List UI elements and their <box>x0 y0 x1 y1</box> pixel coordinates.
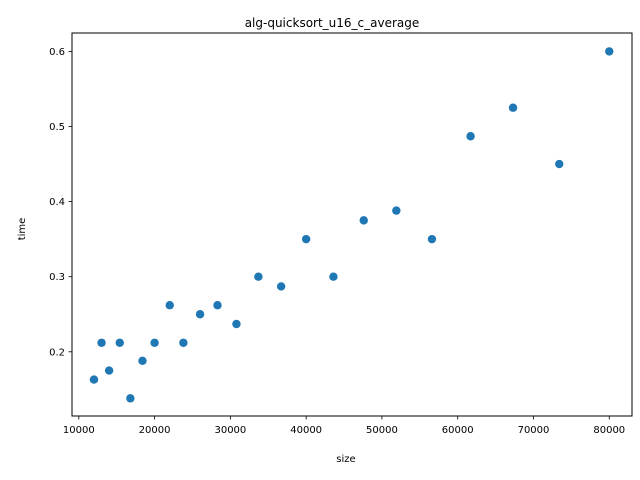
x-tick-label: 50000 <box>366 425 398 436</box>
y-axis-label: time <box>17 218 28 241</box>
data-point <box>179 338 188 347</box>
plot-frame <box>71 32 633 417</box>
data-points <box>89 47 614 403</box>
data-point <box>555 159 564 169</box>
y-tick-label: 0.4 <box>49 197 65 208</box>
x-axis: 10000 20000 30000 40000 50000 60000 70000 80000 <box>63 416 625 436</box>
y-tick-label: 0.6 <box>49 47 65 58</box>
data-point <box>392 206 401 215</box>
x-tick-label: 30000 <box>214 425 246 436</box>
data-point <box>126 394 135 403</box>
data-point <box>195 310 205 319</box>
data-point <box>301 234 311 244</box>
data-point <box>232 319 241 329</box>
y-tick-label: 0.5 <box>49 122 65 133</box>
chart-title: alg-quicksort_u16_c_average <box>245 16 420 30</box>
x-tick-label: 40000 <box>290 425 322 436</box>
data-point <box>254 272 263 281</box>
y-axis: 0.2 0.3 0.4 0.5 0.6 <box>49 47 72 358</box>
data-point <box>165 301 174 310</box>
x-tick-label: 10000 <box>63 425 95 436</box>
data-point <box>329 272 338 281</box>
x-tick-label: 70000 <box>518 425 550 436</box>
y-tick-label: 0.2 <box>49 347 65 358</box>
y-tick-label: 0.3 <box>49 272 65 283</box>
data-point <box>97 338 106 347</box>
data-point <box>89 375 99 384</box>
x-tick-label: 20000 <box>139 425 171 436</box>
data-point <box>427 234 437 244</box>
data-point <box>276 282 286 291</box>
data-point <box>605 47 614 56</box>
data-point <box>508 103 518 112</box>
data-point <box>150 338 159 347</box>
data-point <box>104 366 114 375</box>
x-axis-label: size <box>336 454 355 465</box>
data-point <box>138 356 147 366</box>
data-point <box>213 301 222 310</box>
x-tick-label: 80000 <box>593 425 625 436</box>
data-point <box>115 338 124 347</box>
data-point <box>466 132 475 141</box>
x-tick-label: 60000 <box>442 425 474 436</box>
data-point <box>359 216 368 225</box>
